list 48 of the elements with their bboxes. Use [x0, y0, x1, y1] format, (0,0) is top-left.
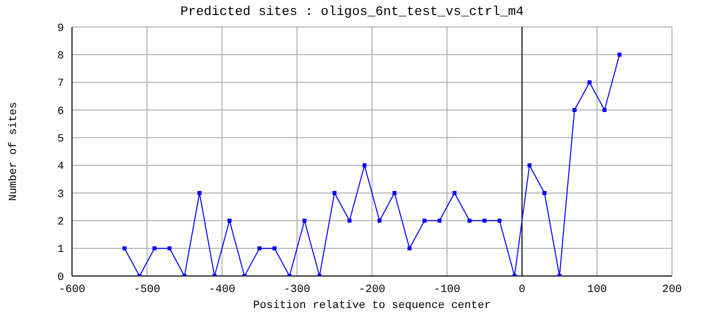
- point: [422, 218, 426, 223]
- x-tick-label: 200: [662, 284, 682, 296]
- y-tick-label: 3: [57, 188, 64, 201]
- y-tick-label: 9: [57, 22, 64, 35]
- x-axis-title: Position relative to sequence center: [253, 300, 491, 312]
- y-tick-label: 0: [57, 272, 64, 284]
- x-tick-label: 0: [518, 284, 526, 296]
- point: [588, 80, 592, 84]
- y-tick-label: 7: [57, 78, 64, 90]
- point: [618, 52, 622, 57]
- point: [258, 246, 262, 250]
- y-tick-label: 4: [57, 161, 64, 174]
- point: [198, 191, 202, 195]
- point: [302, 218, 306, 223]
- point: [542, 191, 546, 195]
- point: [168, 246, 172, 250]
- point: [452, 191, 456, 195]
- y-tick-label: 5: [57, 134, 64, 146]
- point: [272, 246, 276, 250]
- chart-title: Predicted sites : oligos_6nt_test_vs_ctrl_m4: [179, 4, 525, 19]
- point: [468, 218, 472, 223]
- y-tick-label: 1: [57, 244, 64, 256]
- point: [438, 218, 442, 223]
- x-tick-label: -500: [134, 284, 160, 296]
- point: [152, 246, 156, 250]
- point: [228, 218, 232, 223]
- point: [408, 246, 412, 250]
- point: [332, 191, 336, 195]
- x-tick-label: 100: [587, 284, 607, 296]
- x-tick-label: -300: [284, 284, 310, 296]
- point: [348, 218, 352, 223]
- point: [122, 246, 126, 250]
- point: [392, 191, 396, 195]
- y-tick-label: 2: [57, 216, 64, 229]
- x-tick-label: -400: [208, 284, 236, 296]
- x-tick-label: -200: [358, 284, 386, 296]
- point: [572, 108, 576, 112]
- point: [602, 108, 606, 112]
- point: [482, 218, 486, 223]
- point: [528, 163, 532, 168]
- point: [498, 218, 502, 223]
- y-tick-label: 8: [57, 50, 64, 63]
- point: [378, 218, 382, 223]
- x-tick-label: -100: [434, 284, 460, 296]
- x-tick-label: -600: [58, 284, 86, 296]
- y-axis-title: Number of sites: [8, 102, 20, 202]
- y-tick-label: 6: [57, 106, 64, 118]
- point: [362, 163, 366, 168]
